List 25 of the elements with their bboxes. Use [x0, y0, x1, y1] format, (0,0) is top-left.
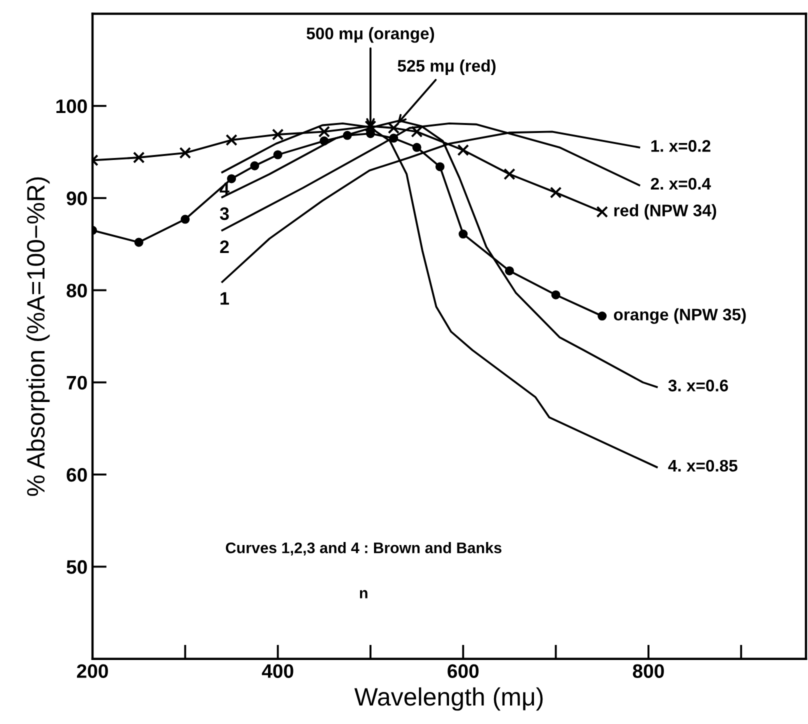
annotation: 3	[220, 207, 229, 220]
x-tick-label: 200	[76, 664, 108, 678]
series-label: 4. x=0.85	[668, 460, 738, 472]
y-tick-label: 100	[56, 99, 87, 114]
y-tick-label: 50	[66, 560, 87, 574]
annotation: 1	[220, 292, 229, 305]
series-label: red (NPW 34)	[614, 204, 716, 220]
annotation: 525 mμ (red)	[398, 60, 496, 76]
annotation: 500 mμ (orange)	[306, 27, 434, 43]
series-label: 2. x=0.4	[650, 178, 711, 190]
y-tick-label: 60	[66, 468, 87, 482]
x-tick-label: 400	[262, 664, 294, 678]
annotation: 2	[220, 240, 229, 254]
x-axis-title: Wavelength (mμ)	[354, 687, 543, 711]
series-label: orange (NPW 35)	[614, 308, 746, 324]
series-label: 3. x=0.6	[668, 380, 728, 392]
y-tick-label: 70	[66, 376, 87, 390]
x-tick-label: 600	[448, 664, 479, 678]
y-axis-title: % Absorption (%A=100−%R)	[26, 177, 50, 496]
y-tick-label: 90	[66, 192, 87, 206]
x-tick-label: 800	[632, 664, 664, 678]
series-label: 1. x=0.2	[651, 140, 710, 152]
y-tick-label: 80	[66, 284, 87, 298]
annotation: Curves 1,2,3 and 4 : Brown and Banks	[226, 542, 502, 556]
annotation: n	[360, 590, 368, 598]
